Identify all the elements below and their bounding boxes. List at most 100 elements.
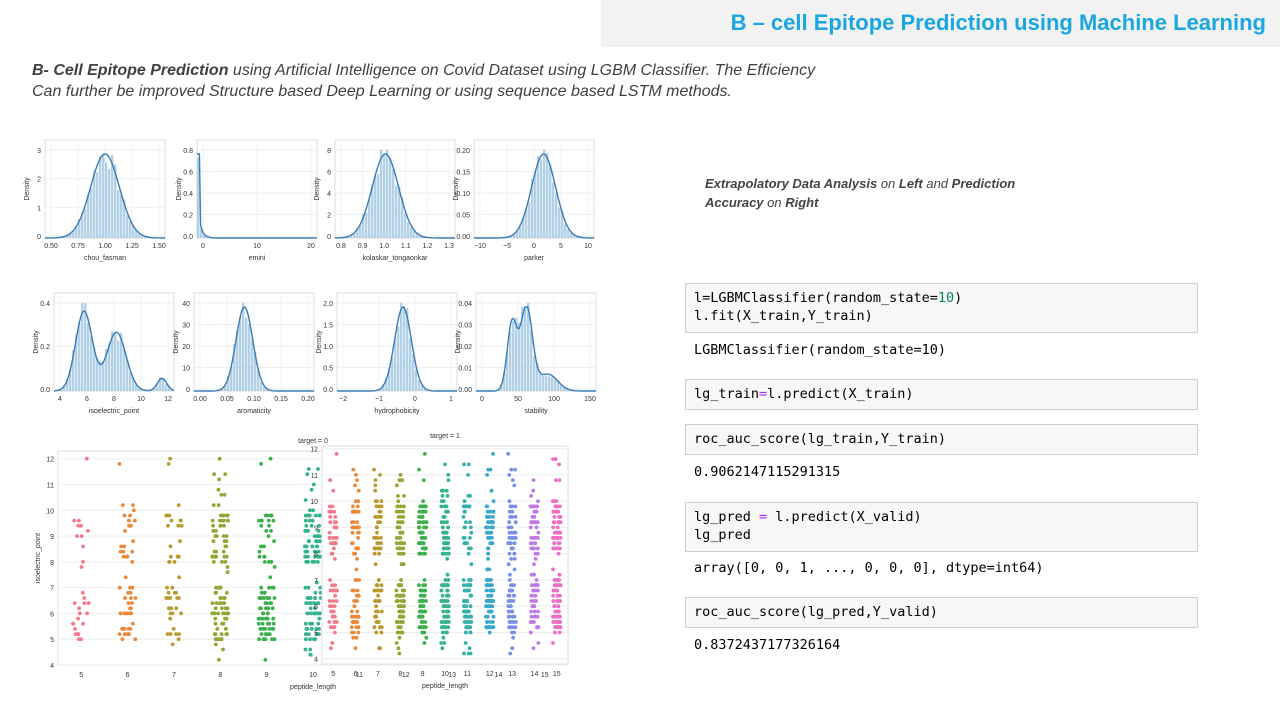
data-point [308, 621, 312, 626]
data-point [225, 565, 230, 569]
data-point [376, 520, 380, 525]
code-line: roc_auc_score(lg_train,Y_train) [694, 431, 946, 447]
kde-line [53, 310, 175, 392]
data-point [398, 473, 403, 477]
data-point [82, 601, 87, 605]
data-point [73, 632, 78, 636]
data-point [350, 614, 354, 619]
data-point [81, 621, 85, 626]
data-point [422, 641, 427, 645]
density-chart-aromaticity: 0 10 20 30 40 0.00 0.05 0.10 0.15 0.20 aromaticity… [173, 292, 315, 415]
data-point [397, 651, 402, 656]
data-point [225, 570, 230, 575]
y-tick-label: 5 [50, 637, 54, 644]
x-tick-label: 13 [448, 672, 456, 679]
data-point [396, 583, 401, 588]
data-point [373, 499, 378, 504]
data-point [211, 539, 216, 544]
histogram-bar [362, 213, 365, 238]
data-point [258, 606, 262, 611]
x-tick-label: 15 [553, 671, 561, 678]
y-tick-label: 11 [47, 483, 54, 490]
data-point [307, 601, 311, 605]
data-point [129, 596, 133, 600]
note-bold-2: Left [898, 176, 923, 191]
data-point [268, 575, 273, 580]
code-cell-train-predict[interactable]: lg_train=l.predict(X_train) [685, 379, 1198, 410]
code-line: roc_auc_score(lg_pred,Y_valid) [694, 604, 938, 620]
data-point [372, 546, 377, 551]
data-point [485, 620, 490, 624]
output-valid-predict: array([0, 0, 1, ..., 0, 0, 0], dtype=int… [694, 560, 1044, 576]
data-point [333, 557, 337, 561]
data-point [350, 588, 355, 593]
data-point [266, 534, 271, 538]
data-point [334, 599, 339, 603]
y-axis-label: Density [176, 177, 183, 201]
data-point [170, 585, 175, 590]
histogram-bar [566, 388, 569, 391]
data-point [556, 604, 560, 609]
data-point [532, 515, 537, 519]
data-point [308, 637, 312, 642]
data-point [333, 593, 338, 598]
y-tick-label: 12 [46, 457, 54, 464]
histogram-bar [129, 220, 132, 238]
data-point [264, 601, 269, 605]
data-point [462, 609, 466, 614]
density-chart-hydrophobicity: 0.0 0.5 1.0 1.5 2.0 −2 −1 0 1 hydrophobicity Densi… [316, 292, 458, 415]
data-point [219, 596, 224, 600]
y-tick-label: 8 [314, 552, 318, 559]
data-point [534, 578, 539, 582]
x-tick-label: 4 [58, 396, 62, 403]
data-point [485, 515, 489, 519]
data-point [398, 625, 402, 630]
code-cell-valid-predict[interactable]: lg_pred = l.predict(X_valid) lg_pred [685, 502, 1198, 552]
data-point [489, 488, 494, 493]
data-point [553, 630, 557, 635]
code-cell-classifier[interactable]: l=LGBMClassifier(random_state=10) l.fit(… [685, 283, 1198, 333]
data-point [468, 625, 473, 630]
data-point [533, 551, 538, 556]
data-point [131, 503, 135, 507]
data-point [262, 590, 267, 595]
histogram-bar [558, 207, 561, 238]
y-tick-label: 8 [50, 560, 54, 567]
data-point [417, 551, 422, 556]
data-point [445, 630, 449, 635]
histogram-bar [81, 212, 84, 238]
data-point [315, 560, 320, 564]
code-cell-valid-score[interactable]: roc_auc_score(lg_pred,Y_valid) [685, 597, 1198, 628]
data-point [309, 487, 314, 492]
data-point [263, 637, 268, 642]
data-point [556, 546, 561, 551]
data-point [332, 509, 336, 514]
data-point [489, 593, 494, 598]
data-point [379, 630, 384, 635]
histogram-bar [403, 306, 406, 391]
data-point [78, 611, 82, 616]
data-point [266, 632, 270, 636]
data-point [401, 515, 406, 519]
y-tick-label: 8 [327, 148, 331, 155]
y-tick-label: 0.5 [323, 366, 333, 373]
histogram-bar [63, 384, 66, 391]
histogram-bar [537, 155, 540, 238]
data-point [354, 567, 359, 572]
data-point [303, 585, 308, 590]
code-cell-train-score[interactable]: roc_auc_score(lg_train,Y_train) [685, 424, 1198, 455]
histogram-bar [153, 387, 156, 391]
data-point [169, 518, 174, 523]
data-point [446, 525, 451, 530]
histogram-bar [531, 179, 534, 238]
y-tick-label: 9 [314, 525, 318, 532]
data-point [120, 503, 125, 507]
data-point [402, 599, 406, 603]
data-point [259, 518, 264, 523]
data-point [491, 509, 496, 514]
data-point [511, 620, 515, 624]
data-point [395, 599, 400, 603]
histogram-bar [105, 162, 108, 238]
histogram-bar [236, 329, 239, 391]
data-point [271, 627, 276, 631]
